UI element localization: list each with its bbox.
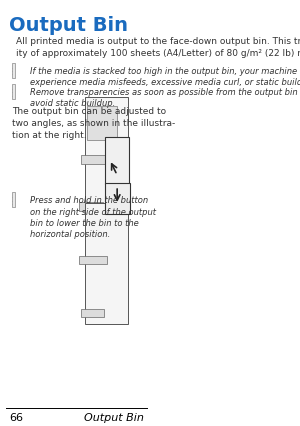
Text: Output Bin: Output Bin bbox=[9, 16, 128, 35]
FancyBboxPatch shape bbox=[12, 64, 15, 79]
Text: All printed media is output to the face-down output bin. This tray has a capac-
: All printed media is output to the face-… bbox=[16, 37, 300, 58]
Text: Output Bin: Output Bin bbox=[84, 412, 144, 422]
FancyBboxPatch shape bbox=[85, 98, 128, 218]
Text: If the media is stacked too high in the output bin, your machine may
experience : If the media is stacked too high in the … bbox=[30, 67, 300, 87]
Text: Remove transparencies as soon as possible from the output bin to
avoid static bu: Remove transparencies as soon as possibl… bbox=[30, 88, 300, 108]
FancyBboxPatch shape bbox=[105, 138, 129, 185]
FancyBboxPatch shape bbox=[12, 85, 15, 100]
FancyBboxPatch shape bbox=[105, 184, 130, 215]
Text: 66: 66 bbox=[9, 412, 23, 422]
FancyBboxPatch shape bbox=[87, 106, 117, 141]
FancyBboxPatch shape bbox=[81, 155, 106, 164]
FancyBboxPatch shape bbox=[81, 309, 104, 317]
FancyBboxPatch shape bbox=[85, 204, 128, 324]
FancyBboxPatch shape bbox=[80, 202, 103, 212]
FancyBboxPatch shape bbox=[80, 256, 107, 264]
Text: The output bin can be adjusted to
two angles, as shown in the illustra-
tion at : The output bin can be adjusted to two an… bbox=[12, 107, 175, 140]
Text: Press and hold in the button
on the right side of the output
bin to lower the bi: Press and hold in the button on the righ… bbox=[30, 196, 156, 238]
FancyBboxPatch shape bbox=[12, 193, 15, 208]
